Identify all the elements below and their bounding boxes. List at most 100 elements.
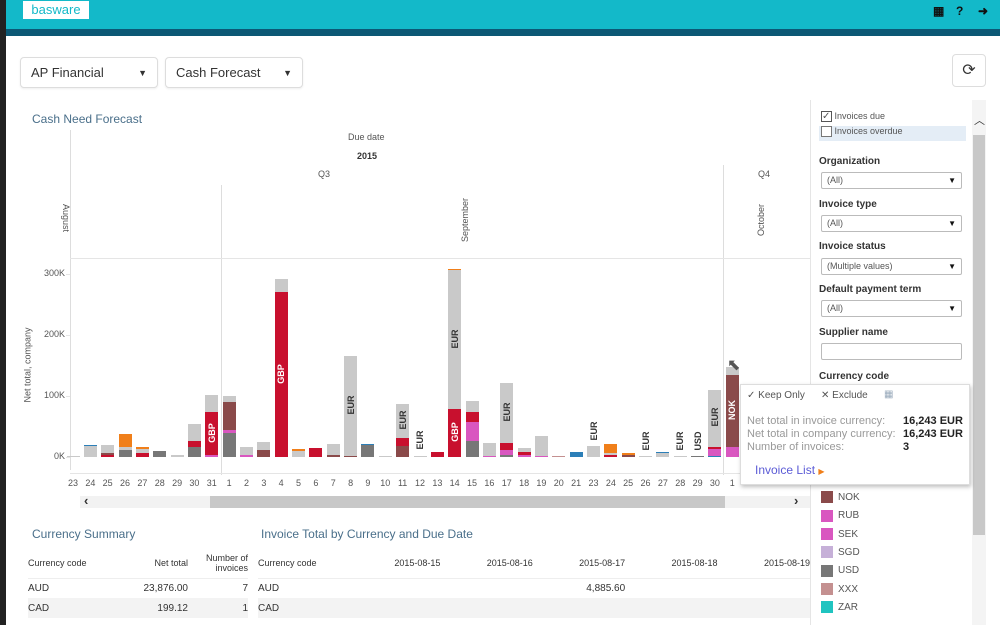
bar-segment[interactable] (187, 424, 201, 442)
refresh-button[interactable]: ⟳ (952, 54, 986, 87)
bar-segment[interactable] (344, 455, 358, 457)
bar-segment[interactable] (205, 455, 219, 457)
bar-segment[interactable] (153, 450, 167, 457)
bar-segment[interactable] (517, 447, 531, 452)
bar-segment[interactable] (257, 449, 271, 457)
currency-legend-item[interactable]: ZAR (821, 601, 858, 615)
help-icon[interactable]: ? (956, 4, 964, 18)
bar-segment[interactable] (448, 270, 462, 410)
bar-segment[interactable] (361, 444, 375, 446)
bar-segment[interactable] (708, 446, 722, 449)
bar-segment[interactable] (656, 453, 670, 457)
table-row[interactable]: AUD 4,885.60 (258, 578, 810, 598)
app-select[interactable]: AP Financial ▼ (20, 57, 158, 88)
bar-segment[interactable] (118, 434, 132, 447)
bar-segment[interactable] (170, 454, 184, 457)
bar-segment[interactable] (135, 453, 149, 457)
bar-segment[interactable] (378, 456, 392, 457)
bar-segment[interactable] (708, 456, 722, 457)
bar-segment[interactable] (205, 395, 219, 413)
bar-segment[interactable] (187, 447, 201, 457)
bar-segment[interactable] (222, 402, 236, 430)
currency-legend-item[interactable]: RUB (821, 509, 859, 523)
bar-segment[interactable] (326, 455, 340, 457)
bar-segment[interactable] (500, 450, 514, 456)
scroll-left-icon[interactable]: ‹ (84, 493, 89, 508)
bar-segment[interactable] (101, 453, 115, 456)
bar-segment[interactable] (274, 292, 288, 457)
bar-segment[interactable] (465, 441, 479, 457)
bar-segment[interactable] (222, 396, 236, 403)
bar-segment[interactable] (500, 442, 514, 451)
currency-legend-item[interactable]: USD (821, 564, 859, 578)
keep-only-button[interactable]: ✓ Keep Only (747, 390, 805, 401)
payment-term-select[interactable]: (All) ▼ (821, 300, 962, 317)
bar-segment[interactable] (396, 403, 410, 439)
invoices-overdue-checkbox[interactable]: Invoices overdue (819, 126, 966, 141)
scroll-right-icon[interactable]: › (794, 493, 799, 508)
invoices-due-checkbox[interactable]: ✓ Invoices due (821, 111, 885, 123)
bar-segment[interactable] (621, 453, 635, 456)
bar-segment[interactable] (326, 443, 340, 456)
vertical-scroll-thumb[interactable] (973, 135, 985, 535)
bar-segment[interactable] (708, 448, 722, 456)
bar-segment[interactable] (465, 400, 479, 412)
bar-segment[interactable] (118, 449, 132, 457)
currency-legend-item[interactable]: XXX (821, 582, 858, 597)
invoice-type-select[interactable]: (All) ▼ (821, 215, 962, 232)
bar-segment[interactable] (656, 452, 670, 454)
bar-segment[interactable] (66, 456, 80, 457)
bar-segment[interactable] (482, 443, 496, 456)
bar-segment[interactable] (587, 446, 600, 457)
bar-segment[interactable] (639, 456, 653, 457)
bar-segment[interactable] (552, 455, 566, 457)
bar-segment[interactable] (517, 454, 531, 457)
bar-segment[interactable] (517, 451, 531, 455)
bar-segment[interactable] (187, 441, 201, 448)
bar-segment[interactable] (448, 269, 462, 271)
bar-segment[interactable] (534, 435, 548, 456)
bar-segment[interactable] (240, 455, 253, 457)
bar-segment[interactable] (691, 456, 705, 457)
horizontal-scroll-thumb[interactable] (210, 496, 725, 508)
bar-segment[interactable] (448, 409, 462, 457)
bar-segment[interactable] (257, 442, 271, 450)
bar-segment[interactable] (240, 447, 253, 456)
bar-segment[interactable] (274, 278, 288, 293)
bar-segment[interactable] (621, 455, 635, 457)
bar-segment[interactable] (222, 432, 236, 457)
bar-segment[interactable] (413, 455, 427, 457)
bar-segment[interactable] (500, 455, 514, 457)
invoice-status-select[interactable]: (Multiple values) ▼ (821, 258, 962, 275)
bar-segment[interactable] (396, 438, 410, 446)
organization-select[interactable]: (All) ▼ (821, 172, 962, 189)
bar-segment[interactable] (205, 412, 219, 456)
view-select[interactable]: Cash Forecast ▼ (165, 57, 303, 88)
bar-segment[interactable] (725, 374, 739, 447)
bar-segment[interactable] (482, 456, 496, 457)
bar-segment[interactable] (725, 446, 739, 457)
bar-segment[interactable] (534, 456, 548, 457)
bar-segment[interactable] (604, 452, 618, 455)
bar-segment[interactable] (465, 421, 479, 442)
bar-segment[interactable] (569, 451, 583, 457)
bar-segment[interactable] (83, 446, 97, 457)
view-data-icon[interactable]: ▦ (884, 389, 894, 400)
bar-segment[interactable] (604, 443, 618, 453)
table-row[interactable]: CAD 199.12 1 (28, 598, 248, 618)
bar-segment[interactable] (465, 411, 479, 422)
currency-legend-item[interactable]: SGD (821, 546, 860, 560)
exclude-button[interactable]: ✕ Exclude (821, 390, 868, 401)
bar-segment[interactable] (83, 444, 97, 447)
currency-legend-item[interactable]: SEK (821, 527, 858, 542)
bar-segment[interactable] (292, 450, 306, 457)
bar-segment[interactable] (135, 449, 149, 454)
bar-segment[interactable] (135, 447, 149, 450)
bar-segment[interactable] (673, 456, 687, 457)
supplier-name-input[interactable] (821, 343, 962, 360)
bar-segment[interactable] (500, 382, 514, 443)
bar-segment[interactable] (344, 355, 358, 456)
bar-segment[interactable] (708, 389, 722, 447)
bar-segment[interactable] (604, 454, 618, 457)
bar-segment[interactable] (101, 444, 115, 454)
